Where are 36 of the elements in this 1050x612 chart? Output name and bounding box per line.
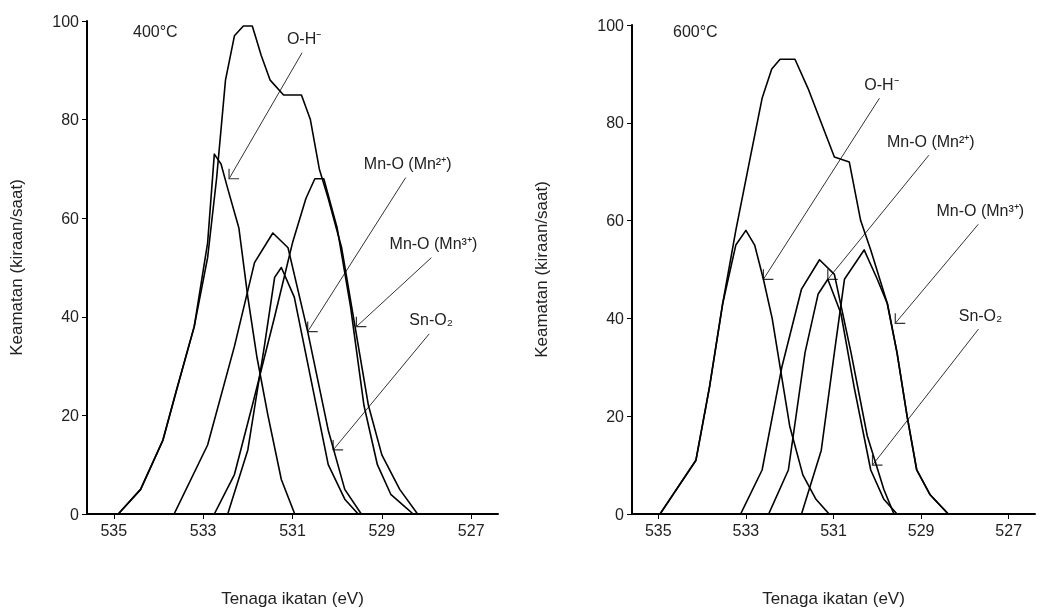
y-tick-label: 20 [61, 406, 80, 424]
annotation: O-H⁻ [864, 75, 899, 93]
y-tick-label: 20 [606, 407, 625, 425]
chart-title: 400°C [133, 22, 178, 40]
x-tick-label: 527 [457, 521, 485, 539]
annotation: Mn-O (Mn²⁺) [886, 132, 975, 150]
y-tick-label: 100 [52, 12, 80, 30]
x-tick-label: 533 [189, 521, 217, 539]
y-tick-label: 40 [61, 308, 80, 326]
x-tick-label: 535 [100, 521, 128, 539]
annotation: O-H⁻ [286, 30, 322, 48]
y-tick-label: 60 [606, 212, 625, 230]
y-tick-label: 100 [597, 16, 625, 34]
annotation: Mn-O (Mn²⁺) [363, 155, 452, 173]
y-tick-label: 60 [61, 209, 80, 227]
x-tick-label: 529 [907, 521, 935, 539]
annotation: Mn-O (Mn³⁺) [936, 201, 1025, 219]
x-axis-title: Tenaga ikatan (eV) [221, 589, 364, 608]
y-tick-label: 80 [606, 114, 625, 132]
y-axis-title: Keamatan (kiraan/saat) [532, 181, 551, 358]
chart-title: 600°C [673, 22, 718, 40]
x-tick-label: 535 [644, 521, 672, 539]
x-tick-label: 529 [368, 521, 396, 539]
x-axis-title: Tenaga ikatan (eV) [762, 589, 905, 608]
annotation: Sn-O₂ [958, 306, 1003, 324]
y-tick-label: 0 [70, 505, 80, 523]
y-tick-label: 80 [61, 111, 80, 129]
y-tick-label: 0 [615, 505, 625, 523]
x-tick-label: 533 [732, 521, 760, 539]
x-tick-label: 531 [820, 521, 847, 539]
x-tick-label: 527 [995, 521, 1023, 539]
annotation: Sn-O₂ [409, 311, 453, 329]
y-tick-label: 40 [606, 309, 625, 327]
annotation: Mn-O (Mn³⁺) [389, 235, 478, 253]
y-axis-title: Keamatan (kiraan/saat) [7, 179, 26, 356]
x-tick-label: 531 [279, 521, 306, 539]
